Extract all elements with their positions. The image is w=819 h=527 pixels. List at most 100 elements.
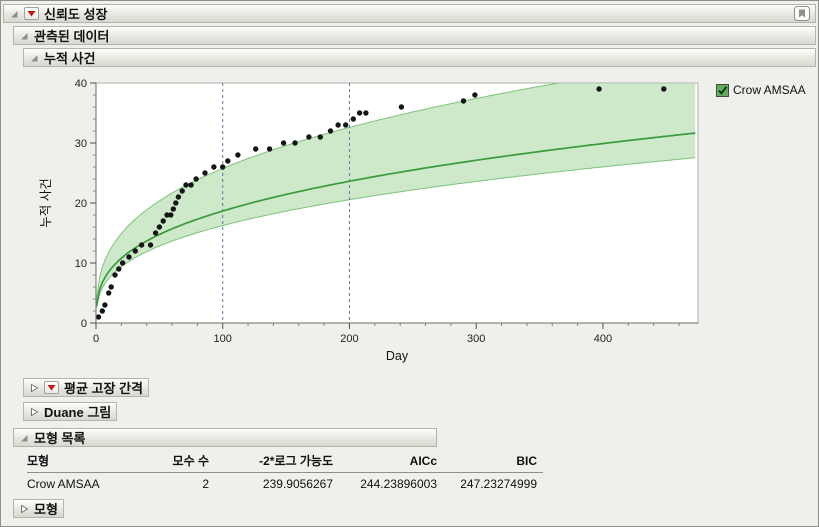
column-header: AICc <box>409 453 437 468</box>
column-header: 모수 수 <box>172 454 209 468</box>
data-point-marker[interactable] <box>225 158 231 164</box>
outline-header-observed-data[interactable]: 관측된 데이터 <box>13 26 816 45</box>
data-point-marker[interactable] <box>132 248 138 254</box>
data-point-marker[interactable] <box>363 110 369 116</box>
data-point-marker[interactable] <box>398 104 405 110</box>
data-point-marker[interactable] <box>306 134 312 140</box>
data-point-marker[interactable] <box>188 182 194 188</box>
data-point-marker[interactable] <box>343 122 349 128</box>
disclosure-open-icon[interactable] <box>29 53 39 63</box>
data-point-marker[interactable] <box>164 212 170 218</box>
column-header: BIC <box>516 453 537 468</box>
outline-header-reliability-growth[interactable]: 신뢰도 성장 <box>3 4 816 23</box>
cumulative-events-plot[interactable]: 0 100 200 300 400 0 10 20 30 40 Day 누적 사건 <box>36 71 708 369</box>
data-point-marker[interactable] <box>202 170 208 176</box>
disclosure-open-icon[interactable] <box>19 433 29 443</box>
section-title: 누적 사건 <box>44 51 96 66</box>
data-point-marker[interactable] <box>116 266 122 272</box>
svg-text:20: 20 <box>75 198 87 210</box>
data-point-marker[interactable] <box>156 224 163 230</box>
disclosure-collapsed-icon[interactable] <box>19 504 29 514</box>
bookmark-icon[interactable] <box>794 6 810 21</box>
table-cell: 2 <box>202 477 209 491</box>
svg-text:10: 10 <box>75 258 87 270</box>
data-point-marker[interactable] <box>106 290 112 296</box>
disclosure-open-icon[interactable] <box>9 9 19 19</box>
data-point-marker[interactable] <box>102 302 108 308</box>
data-point-marker[interactable] <box>147 242 154 248</box>
data-point-marker[interactable] <box>173 200 179 206</box>
data-point-marker[interactable] <box>317 134 323 140</box>
data-point-marker[interactable] <box>350 116 356 122</box>
model-list-table: 모형 모수 수 -2*로그 가능도 AICc BIC Crow AMSAA 2 239.90… <box>27 450 543 493</box>
svg-text:400: 400 <box>594 333 612 345</box>
data-point-marker[interactable] <box>472 92 478 98</box>
svg-text:30: 30 <box>75 138 87 150</box>
data-point-marker[interactable] <box>168 212 174 218</box>
data-point-marker[interactable] <box>138 242 145 248</box>
svg-text:0: 0 <box>81 318 87 330</box>
section-title: 모형 <box>34 502 58 517</box>
data-point-marker[interactable] <box>211 164 217 170</box>
data-point-marker[interactable] <box>220 164 226 170</box>
disclosure-collapsed-icon[interactable] <box>29 383 39 393</box>
section-title: 관측된 데이터 <box>34 29 110 44</box>
data-point-marker[interactable] <box>99 308 105 314</box>
svg-text:300: 300 <box>467 333 485 345</box>
data-point-marker[interactable] <box>193 176 199 182</box>
data-point-marker[interactable] <box>179 188 185 194</box>
data-point-marker[interactable] <box>661 86 667 92</box>
svg-text:Day: Day <box>386 349 409 363</box>
table-cell: 244.23896003 <box>360 477 437 491</box>
cumulative-events-chart: 0 100 200 300 400 0 10 20 30 40 Day 누적 사건 Crow AMSA… <box>36 71 816 369</box>
svg-text:누적 사건: 누적 사건 <box>39 178 53 227</box>
red-triangle-menu-icon[interactable] <box>44 381 59 394</box>
svg-text:200: 200 <box>340 333 358 345</box>
red-triangle-menu-icon[interactable] <box>24 7 39 20</box>
disclosure-open-icon[interactable] <box>19 31 29 41</box>
data-point-marker[interactable] <box>183 182 189 188</box>
data-point-marker[interactable] <box>235 152 241 158</box>
data-point-marker[interactable] <box>253 146 259 152</box>
svg-text:0: 0 <box>93 333 99 345</box>
data-point-marker[interactable] <box>280 140 287 146</box>
legend-checkbox[interactable] <box>716 83 729 97</box>
data-point-marker[interactable] <box>335 122 341 128</box>
section-title: Duane 그림 <box>44 405 112 420</box>
legend-label: Crow AMSAA <box>733 83 806 97</box>
svg-text:100: 100 <box>214 333 232 345</box>
data-point-marker[interactable] <box>175 194 182 200</box>
data-point-marker[interactable] <box>108 284 114 290</box>
data-point-marker[interactable] <box>170 206 176 212</box>
outline-header-duane-plot[interactable]: Duane 그림 <box>23 402 118 421</box>
table-header-row: 모형 모수 수 -2*로그 가능도 AICc BIC <box>27 450 543 473</box>
data-point-marker[interactable] <box>112 272 118 278</box>
section-title: 평균 고장 간격 <box>64 381 143 396</box>
section-title: 모형 목록 <box>34 431 86 446</box>
disclosure-collapsed-icon[interactable] <box>29 407 39 417</box>
table-cell: 247.23274999 <box>460 477 537 491</box>
outline-header-mtbf[interactable]: 평균 고장 간격 <box>23 378 149 397</box>
data-point-marker[interactable] <box>266 146 273 152</box>
column-header: -2*로그 가능도 <box>259 454 333 468</box>
data-point-marker[interactable] <box>460 98 467 104</box>
outline-header-model[interactable]: 모형 <box>13 499 64 518</box>
data-point-marker[interactable] <box>292 140 298 146</box>
data-point-marker[interactable] <box>327 128 334 134</box>
table-cell: 239.9056267 <box>262 477 333 491</box>
outline-header-cumulative-events[interactable]: 누적 사건 <box>23 48 816 67</box>
page-title: 신뢰도 성장 <box>44 7 108 22</box>
data-point-marker[interactable] <box>160 218 166 224</box>
legend: Crow AMSAA <box>716 71 806 97</box>
svg-text:40: 40 <box>75 78 87 90</box>
table-row[interactable]: Crow AMSAA 2 239.9056267 244.23896003 247.23… <box>27 473 543 494</box>
data-point-marker[interactable] <box>596 86 602 92</box>
data-point-marker[interactable] <box>356 110 363 116</box>
data-point-marker[interactable] <box>119 260 126 266</box>
data-point-marker[interactable] <box>152 230 159 236</box>
data-point-marker[interactable] <box>126 254 132 260</box>
data-point-marker[interactable] <box>96 314 102 320</box>
outline-header-model-list[interactable]: 모형 목록 <box>13 428 437 447</box>
table-cell: Crow AMSAA <box>27 477 100 491</box>
column-header: 모형 <box>27 454 50 468</box>
